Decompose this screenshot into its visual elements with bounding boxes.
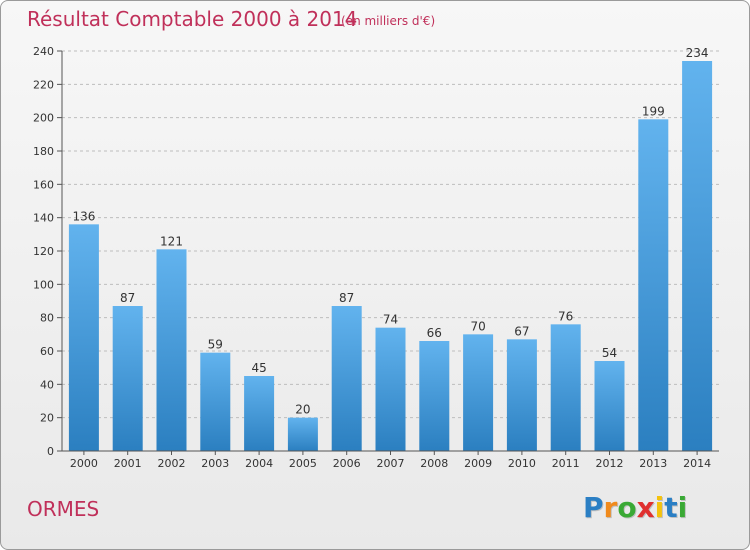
data-label-2009: 70 xyxy=(470,319,485,333)
bar-2009 xyxy=(463,334,494,451)
data-label-2010: 67 xyxy=(514,324,529,338)
x-tick-label-2007: 2007 xyxy=(377,457,405,470)
data-label-2004: 45 xyxy=(251,361,266,375)
y-tick-label: 20 xyxy=(40,412,54,425)
bar-2001 xyxy=(112,306,143,451)
bar-2014 xyxy=(682,61,713,451)
bar-2004 xyxy=(244,376,275,451)
y-tick-label: 100 xyxy=(33,278,54,291)
logo-letter: t xyxy=(664,491,678,524)
data-label-2001: 87 xyxy=(120,291,135,305)
x-tick-label-2013: 2013 xyxy=(639,457,667,470)
data-label-2002: 121 xyxy=(160,234,183,248)
data-label-2006: 87 xyxy=(339,291,354,305)
proxiti-logo: Proxiti xyxy=(583,491,687,524)
data-label-2008: 66 xyxy=(427,326,442,340)
data-label-2007: 74 xyxy=(383,313,398,327)
bar-2011 xyxy=(550,324,581,451)
bar-2003 xyxy=(200,352,231,451)
y-tick-label: 120 xyxy=(33,245,54,258)
data-label-2005: 20 xyxy=(295,403,310,417)
y-tick-label: 240 xyxy=(33,45,54,58)
x-tick-label-2002: 2002 xyxy=(158,457,186,470)
logo-letter: r xyxy=(603,491,618,524)
bar-2006 xyxy=(331,306,362,451)
x-tick-label-2014: 2014 xyxy=(683,457,711,470)
x-tick-label-2006: 2006 xyxy=(333,457,361,470)
x-tick-label-2010: 2010 xyxy=(508,457,536,470)
bar-2008 xyxy=(419,341,450,451)
bar-2000 xyxy=(68,224,99,451)
y-tick-label: 0 xyxy=(47,445,54,458)
bar-2002 xyxy=(156,249,187,451)
logo-letter: i xyxy=(654,491,665,524)
x-tick-label-2011: 2011 xyxy=(552,457,580,470)
bar-2012 xyxy=(594,361,625,451)
logo-letter: i xyxy=(677,491,688,524)
logo-letter: x xyxy=(636,491,655,524)
data-label-2011: 76 xyxy=(558,309,573,323)
x-tick-label-2000: 2000 xyxy=(70,457,98,470)
y-tick-label: 180 xyxy=(33,145,54,158)
x-tick-label-2009: 2009 xyxy=(464,457,492,470)
y-tick-label: 140 xyxy=(33,212,54,225)
bar-2007 xyxy=(375,327,406,451)
x-tick-label-2003: 2003 xyxy=(201,457,229,470)
x-tick-label-2008: 2008 xyxy=(420,457,448,470)
data-label-2003: 59 xyxy=(208,338,223,352)
chart-title: Résultat Comptable 2000 à 2014 xyxy=(27,7,358,31)
bar-2010 xyxy=(506,339,537,451)
y-tick-label: 160 xyxy=(33,178,54,191)
x-tick-label-2004: 2004 xyxy=(245,457,273,470)
y-tick-label: 220 xyxy=(33,78,54,91)
y-tick-label: 40 xyxy=(40,378,54,391)
bar-2013 xyxy=(638,119,669,451)
data-label-2000: 136 xyxy=(72,209,95,223)
bar-2005 xyxy=(287,417,318,451)
data-label-2014: 234 xyxy=(686,46,709,60)
commune-name: ORMES xyxy=(27,497,100,521)
x-tick-label-2001: 2001 xyxy=(114,457,142,470)
logo-letter: P xyxy=(583,491,604,524)
data-label-2012: 54 xyxy=(602,346,617,360)
data-label-2013: 199 xyxy=(642,104,665,118)
x-tick-label-2012: 2012 xyxy=(596,457,624,470)
y-tick-label: 200 xyxy=(33,112,54,125)
y-tick-label: 80 xyxy=(40,312,54,325)
x-tick-label-2005: 2005 xyxy=(289,457,317,470)
logo-letter: o xyxy=(617,491,637,524)
y-tick-label: 60 xyxy=(40,345,54,358)
chart-subtitle: (en milliers d'€) xyxy=(341,14,436,28)
